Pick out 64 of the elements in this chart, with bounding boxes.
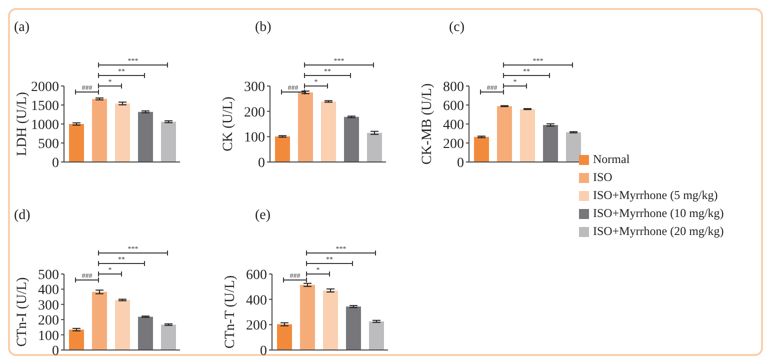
y-tick-label: 100 [38,328,59,344]
legend-label: ISO+Myrrhone (5 mg/kg) [593,188,718,202]
bar [344,116,359,162]
y-axis-title: CK-MB (U/L) [420,83,435,165]
bar [161,122,176,162]
bar [161,324,176,350]
chart-title: (a) [14,20,31,37]
legend-label: ISO+Myrrhone (10 mg/kg) [593,206,724,220]
y-tick-label: 500 [38,136,59,152]
y-axis-title: CK (U/L) [221,96,236,152]
bar [321,101,336,162]
bar [474,136,489,162]
y-axis-title: LDH (U/L) [15,92,30,156]
y-axis-title: CTn-I (U/L) [15,276,30,347]
bar [367,132,382,162]
bar [520,109,535,162]
y-tick-label: 0 [258,156,265,171]
y-axis-title: CTn-T (U/L) [223,275,238,349]
y-tick-label: 0 [52,344,59,359]
bar [323,290,338,350]
bar [92,292,107,350]
y-tick-label: 300 [244,80,265,95]
bar [543,124,558,162]
y-tick-label: 400 [246,293,267,308]
bar [298,92,313,162]
bar [115,103,130,162]
bar [275,136,290,162]
chart-title: (e) [254,208,272,225]
y-tick-label: 800 [443,80,464,95]
bar [69,330,84,350]
y-tick-label: 600 [246,268,267,283]
legend-label: ISO [593,170,612,184]
y-tick-label: 1500 [31,98,59,114]
bar [369,321,384,350]
y-tick-label: 200 [246,318,267,334]
y-tick-label: 100 [244,130,265,146]
legend-label: Normal [593,152,630,166]
bar [300,284,315,350]
bar [69,124,84,162]
y-tick-label: 200 [443,136,464,152]
y-tick-label: 500 [38,268,59,283]
y-tick-label: 200 [244,105,265,120]
y-tick-label: 1000 [31,118,59,133]
y-tick-label: 200 [38,314,59,329]
bar [138,316,153,350]
y-tick-label: 0 [260,344,267,359]
bar [497,106,512,162]
y-tick-label: 0 [52,156,59,171]
bar [566,132,581,162]
y-tick-label: 400 [443,118,464,133]
chart-title: (d) [14,208,32,225]
legend-label: ISO+Myrrhone (20 mg/kg) [593,224,724,238]
y-tick-label: 600 [443,98,464,114]
y-tick-label: 400 [38,283,59,298]
y-tick-label: 300 [38,298,59,314]
y-tick-label: 0 [457,156,464,171]
bar [346,306,361,350]
bar [138,112,153,162]
chart-title: (c) [448,20,466,37]
chart-title: (b) [254,20,272,37]
bar [277,324,292,350]
bar [115,300,130,350]
y-tick-label: 2000 [31,80,59,95]
bar [92,98,107,162]
